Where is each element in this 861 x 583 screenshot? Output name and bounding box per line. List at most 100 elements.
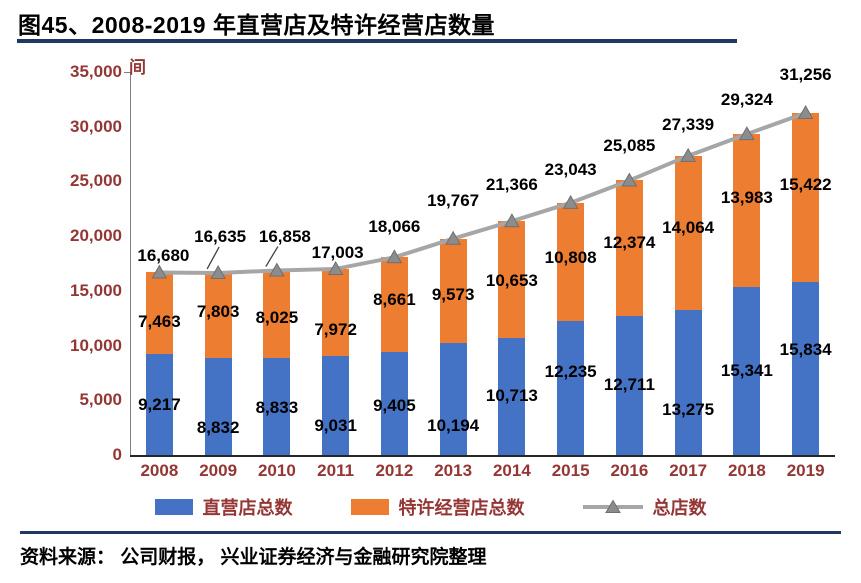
data-label-franchise: 8,661 <box>373 289 416 309</box>
data-label-total: 16,680 <box>137 246 190 266</box>
data-label-franchise: 10,653 <box>485 271 538 291</box>
bar-segment-direct <box>145 354 173 455</box>
data-label-total: 23,043 <box>544 159 597 179</box>
bar-segment-franchise <box>674 155 702 310</box>
data-label-total: 31,256 <box>779 64 832 84</box>
data-label-franchise: 14,064 <box>662 217 715 237</box>
triangle-marker <box>269 262 285 277</box>
legend-label: 总店数 <box>652 498 707 518</box>
data-label-franchise: 10,808 <box>544 247 597 267</box>
triangle-marker <box>386 249 403 264</box>
y-axis-top-tick <box>124 72 130 73</box>
triangle-marker <box>151 264 168 279</box>
y-axis-unit-label: 间 <box>129 58 146 77</box>
data-label-total: 21,366 <box>485 175 538 195</box>
y-axis-tick-label: 35,000 <box>70 62 122 81</box>
bar-segment-direct <box>380 352 408 455</box>
x-axis-year-label: 2013 <box>434 461 473 480</box>
x-axis-year-label: 2012 <box>375 461 414 480</box>
data-label-direct: 10,713 <box>485 386 538 406</box>
data-label-franchise: 12,374 <box>603 233 656 253</box>
y-axis-tick-label: 20,000 <box>70 226 122 246</box>
y-axis-tick-label: 10,000 <box>70 335 122 355</box>
y-axis-tick-label: 30,000 <box>70 116 122 136</box>
legend-swatch-direct <box>154 499 193 515</box>
x-axis-year-label: 2009 <box>199 461 238 480</box>
legend-item-2: 总店数 <box>582 494 707 520</box>
figure-title: 图45、2008-2019 年直营店及特许经营店数量 <box>18 12 495 38</box>
legend-swatch-total-line <box>582 499 643 513</box>
bar-segment-direct <box>615 315 643 455</box>
source-note: 资料来源： 公司财报， 兴业证券经济与金融研究院整理 <box>20 547 487 568</box>
bar-segment-franchise <box>792 112 820 282</box>
legend-item-1: 特许经营店总数 <box>350 494 525 520</box>
bar-segment-direct <box>733 287 761 455</box>
x-axis-year-label: 2011 <box>317 461 355 480</box>
data-label-total: 18,066 <box>368 217 421 237</box>
triangle-marker <box>327 260 344 275</box>
x-axis-year-label: 2010 <box>257 461 296 480</box>
bar-segment-direct <box>322 356 350 455</box>
data-label-direct: 9,217 <box>138 394 181 414</box>
data-label-direct: 15,834 <box>779 340 832 360</box>
x-axis-year-label: 2017 <box>669 461 708 480</box>
y-axis-tick-label: 0 <box>112 445 122 464</box>
chart-legend: 直营店总数 特许经营店总数 总店数 <box>0 494 861 520</box>
data-label-direct: 12,711 <box>603 375 655 395</box>
bar-segment-franchise <box>557 202 585 322</box>
y-axis-tick-label: 25,000 <box>70 171 122 191</box>
bar-segment-franchise <box>204 272 232 359</box>
x-axis-line <box>130 455 835 457</box>
footer-rule <box>20 531 841 534</box>
triangle-marker <box>562 194 579 209</box>
data-label-total: 29,324 <box>720 90 773 110</box>
data-label-direct: 15,341 <box>720 361 773 381</box>
data-label-total: 16,635 <box>194 226 247 246</box>
total-line <box>159 111 807 275</box>
bar-segment-franchise <box>263 270 291 359</box>
x-axis-year-label: 2015 <box>551 461 590 480</box>
bar-segment-direct <box>674 309 702 455</box>
bar-segment-franchise <box>615 180 643 316</box>
legend-label: 直营店总数 <box>202 498 293 518</box>
data-label-direct: 8,833 <box>255 397 299 417</box>
triangle-marker <box>621 172 638 187</box>
bar-segment-direct <box>204 358 232 455</box>
x-axis-year-label: 2016 <box>610 461 649 480</box>
x-axis-year-label: 2008 <box>140 461 179 480</box>
data-label-direct: 13,275 <box>662 400 715 420</box>
title-underline-rule <box>17 39 737 43</box>
triangle-marker <box>680 147 696 162</box>
data-label-direct: 12,235 <box>544 362 597 382</box>
y-axis-tick-label: 5,000 <box>79 390 122 410</box>
data-label-total: 19,767 <box>427 190 480 210</box>
bar-segment-franchise <box>498 221 526 338</box>
triangle-marker <box>504 213 520 228</box>
bar-segment-direct <box>439 343 467 455</box>
data-label-direct: 9,031 <box>314 415 357 435</box>
data-label-franchise: 13,983 <box>720 187 773 207</box>
bar-segment-franchise <box>322 268 350 357</box>
legend-label: 特许经营店总数 <box>398 498 525 518</box>
data-label-total: 16,858 <box>258 226 311 246</box>
legend-swatch-franchise <box>350 499 389 515</box>
bar-segment-franchise <box>380 257 408 353</box>
label-leader-line <box>265 246 279 267</box>
data-label-total: 17,003 <box>311 242 364 262</box>
data-label-franchise: 15,422 <box>779 175 832 195</box>
bar-segment-direct <box>498 337 526 455</box>
data-label-direct: 8,832 <box>196 417 240 437</box>
triangle-marker <box>739 126 755 141</box>
data-label-franchise: 9,573 <box>431 285 475 305</box>
y-axis-line <box>130 72 131 455</box>
x-axis-year-label: 2019 <box>786 461 825 480</box>
legend-item-0: 直营店总数 <box>154 494 293 520</box>
bar-segment-direct <box>557 321 585 455</box>
data-label-franchise: 8,025 <box>255 308 299 328</box>
bar-segment-direct <box>792 281 820 455</box>
triangle-marker <box>445 230 461 245</box>
data-label-franchise: 7,803 <box>196 301 240 321</box>
